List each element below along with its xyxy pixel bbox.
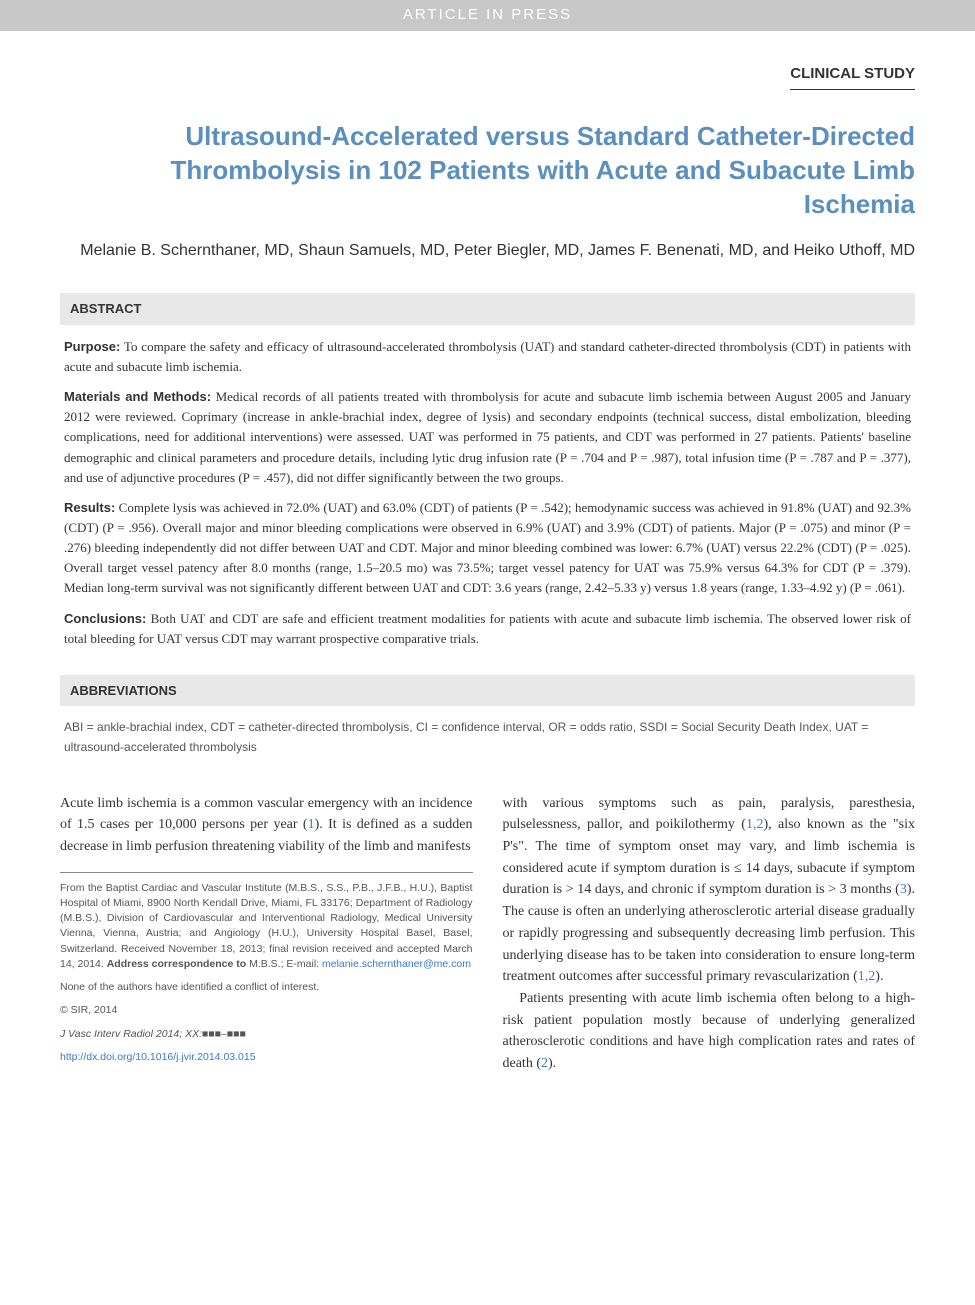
body-text: Patients presenting with acute limb isch… [503, 991, 916, 1071]
doi-link[interactable]: http://dx.doi.org/10.1016/j.jvir.2014.03… [60, 1051, 256, 1063]
conclusions-label: Conclusions: [64, 611, 146, 626]
abbreviations-section-heading: ABBREVIATIONS [60, 675, 915, 707]
affiliations: From the Baptist Cardiac and Vascular In… [60, 881, 473, 972]
body-para-2-right: Patients presenting with acute limb isch… [503, 988, 916, 1075]
body-text: ). [875, 969, 883, 984]
conclusions-text: Both UAT and CDT are safe and efficient … [64, 611, 911, 646]
abstract-conclusions: Conclusions: Both UAT and CDT are safe a… [64, 609, 911, 649]
conflict-of-interest: None of the authors have identified a co… [60, 980, 473, 995]
article-type-container: CLINICAL STUDY [60, 63, 915, 91]
body-para-intro-right: with various symptoms such as pain, para… [503, 793, 916, 988]
body-para-intro-left: Acute limb ischemia is a common vascular… [60, 793, 473, 858]
body-text: ). [548, 1056, 556, 1071]
body-column-right: with various symptoms such as pain, para… [503, 793, 916, 1075]
copyright-line: © SIR, 2014 [60, 1003, 473, 1018]
body-two-column: Acute limb ischemia is a common vascular… [60, 793, 915, 1075]
results-label: Results: [64, 500, 115, 515]
page-content: CLINICAL STUDY Ultrasound-Accelerated ve… [0, 31, 975, 1115]
abbreviations-block: ABI = ankle-brachial index, CDT = cathet… [60, 718, 915, 772]
article-in-press-watermark: ARTICLE IN PRESS [0, 0, 975, 31]
footnote-block: From the Baptist Cardiac and Vascular In… [60, 872, 473, 1065]
body-text: ). The cause is often an underlying athe… [503, 882, 916, 984]
citation-link[interactable]: 1,2 [746, 817, 764, 832]
purpose-text: To compare the safety and efficacy of ul… [64, 339, 911, 374]
article-title: Ultrasound-Accelerated versus Standard C… [60, 120, 915, 221]
body-column-left: Acute limb ischemia is a common vascular… [60, 793, 473, 1075]
abstract-section-heading: ABSTRACT [60, 293, 915, 325]
article-type-label: CLINICAL STUDY [790, 63, 915, 91]
affil-text: From the Baptist Cardiac and Vascular In… [60, 882, 473, 970]
abstract-results: Results: Complete lysis was achieved in … [64, 498, 911, 599]
results-text: Complete lysis was achieved in 72.0% (UA… [64, 500, 911, 596]
methods-label: Materials and Methods: [64, 389, 211, 404]
abstract-block: Purpose: To compare the safety and effic… [60, 337, 915, 675]
affil-correspondence-label: Address correspondence to [107, 958, 246, 970]
citation-link[interactable]: 3 [900, 882, 907, 897]
citation-link[interactable]: 2 [541, 1056, 548, 1071]
corresponding-email-link[interactable]: melanie.schernthaner@me.com [322, 958, 471, 970]
affil-text: M.B.S.; E-mail: [246, 958, 322, 970]
author-list: Melanie B. Schernthaner, MD, Shaun Samue… [60, 239, 915, 263]
citation-link[interactable]: 1,2 [858, 969, 876, 984]
journal-citation: J Vasc Interv Radiol 2014; XX:■■■–■■■ [60, 1027, 473, 1042]
purpose-label: Purpose: [64, 339, 120, 354]
citation-link[interactable]: 1 [308, 817, 315, 832]
abstract-methods: Materials and Methods: Medical records o… [64, 387, 911, 488]
abstract-purpose: Purpose: To compare the safety and effic… [64, 337, 911, 377]
